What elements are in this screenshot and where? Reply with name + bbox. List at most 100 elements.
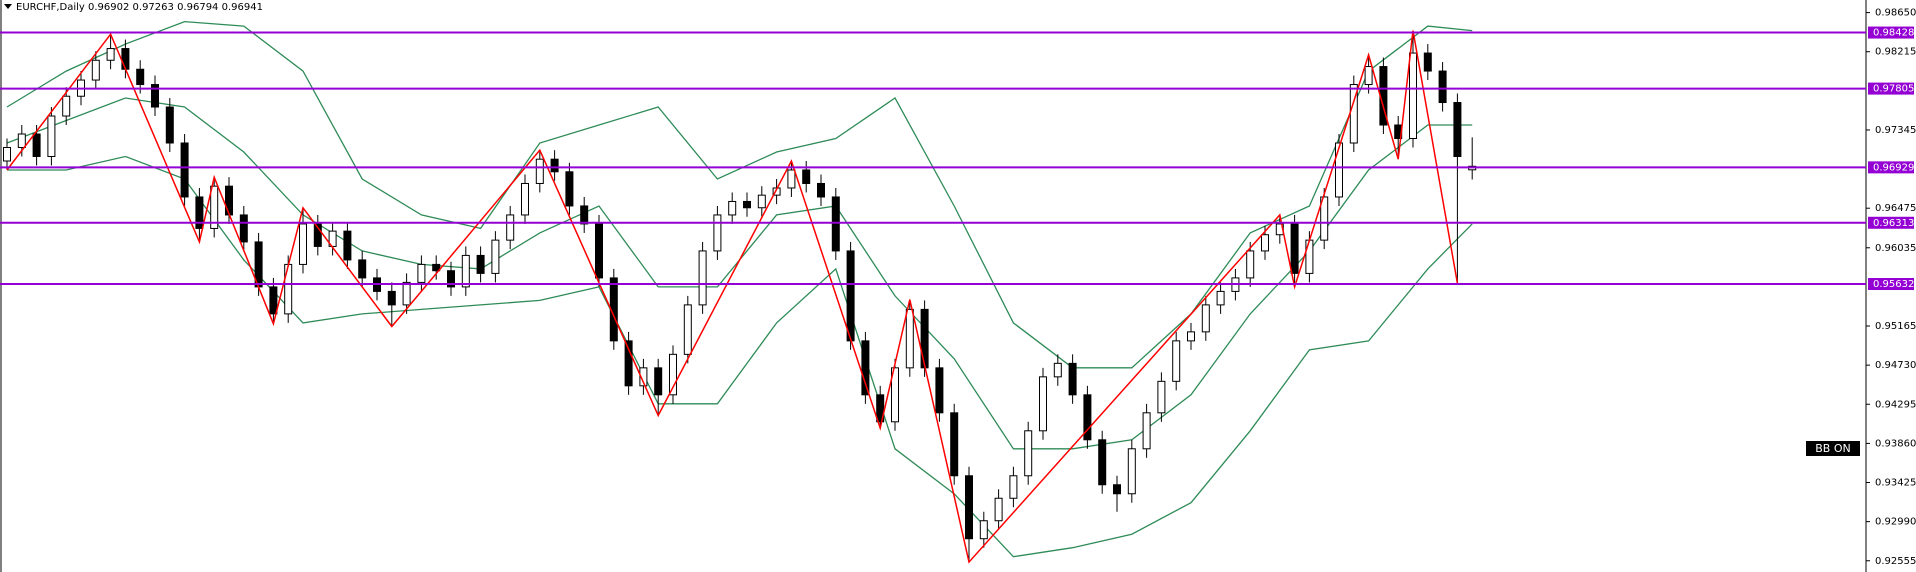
annotation-box xyxy=(1806,441,1860,456)
bollinger-middle xyxy=(6,97,1473,450)
candle-body xyxy=(17,133,26,148)
candle-body xyxy=(639,367,648,387)
candle-body xyxy=(239,214,248,243)
candle-body xyxy=(535,158,544,184)
candle-body xyxy=(1113,484,1121,495)
level-label: 0.96929 xyxy=(1873,162,1914,173)
candle-body xyxy=(624,340,633,387)
bollinger-lower xyxy=(7,155,1473,558)
candle-body xyxy=(743,200,751,209)
candle-body xyxy=(728,200,737,216)
candle-body xyxy=(994,497,1003,522)
y-tick-label: 0.94730 xyxy=(1875,360,1916,371)
candle-body xyxy=(1172,340,1181,382)
y-tick-label: 0.92555 xyxy=(1875,556,1916,567)
candle-body xyxy=(402,281,411,306)
y-tick-label: 0.97345 xyxy=(1875,125,1916,136)
candle-body xyxy=(417,263,426,283)
candle-body xyxy=(32,133,41,157)
candle-body xyxy=(47,115,56,157)
candle-body xyxy=(210,185,219,229)
candle-body xyxy=(595,223,603,279)
candle-body xyxy=(1127,448,1136,495)
zigzag xyxy=(6,30,1459,564)
candle-body xyxy=(3,146,11,162)
candle-body xyxy=(1364,66,1373,86)
y-tick-label: 0.96035 xyxy=(1875,243,1916,254)
candle-body xyxy=(654,367,663,396)
candle-body xyxy=(1216,290,1225,306)
candle-body xyxy=(1068,362,1077,396)
level-label: 0.97805 xyxy=(1873,84,1914,95)
candle-body xyxy=(698,250,707,306)
candle-body xyxy=(461,254,470,288)
candle-body xyxy=(802,169,811,184)
candle-body xyxy=(343,230,352,261)
candle-body xyxy=(950,412,959,477)
y-tick-label: 0.93860 xyxy=(1875,438,1916,449)
candle-body xyxy=(1305,239,1314,274)
candle-body xyxy=(165,106,174,144)
candle-body xyxy=(447,270,455,288)
candle-body xyxy=(195,196,204,229)
level-label-box xyxy=(1868,216,1914,229)
candle-body xyxy=(1201,304,1210,333)
candle-body xyxy=(476,254,485,274)
candle-body xyxy=(151,84,159,108)
candle-body xyxy=(565,171,574,207)
candle-body xyxy=(91,59,100,81)
candle-body xyxy=(1009,475,1018,499)
candle-body xyxy=(432,263,441,272)
candle-body xyxy=(965,475,973,540)
candle-body xyxy=(1438,70,1447,104)
candle-body xyxy=(269,286,278,315)
candle-body xyxy=(180,142,189,198)
candle-body xyxy=(1246,250,1255,279)
menu-icon[interactable] xyxy=(4,4,12,9)
candle-body xyxy=(757,194,766,209)
candle-body xyxy=(1320,196,1329,241)
y-tick-label: 0.93425 xyxy=(1875,478,1916,489)
candle-body xyxy=(920,308,929,369)
y-tick-label: 0.92990 xyxy=(1875,517,1916,528)
candle-body xyxy=(713,214,722,252)
y-tick-label: 0.98650 xyxy=(1875,8,1916,19)
y-tick-label: 0.96475 xyxy=(1875,203,1916,214)
candle-body xyxy=(284,263,293,315)
candle-body xyxy=(62,95,71,117)
candle-body xyxy=(876,394,885,423)
candle-body xyxy=(106,48,115,61)
candle-body xyxy=(1453,102,1462,157)
candle-body xyxy=(121,48,130,70)
candle-body xyxy=(313,223,322,247)
y-tick-label: 0.98215 xyxy=(1875,47,1916,58)
candle-body xyxy=(521,182,529,216)
level-label-box xyxy=(1868,278,1914,291)
level-label: 0.96313 xyxy=(1873,218,1914,229)
candle-body xyxy=(1335,142,1343,198)
candle-body xyxy=(1098,439,1107,486)
candle-body xyxy=(506,214,515,241)
candle-body xyxy=(1261,234,1269,252)
candle-body xyxy=(846,250,855,342)
candle-body xyxy=(1053,362,1062,378)
candle-body xyxy=(1039,376,1047,432)
candle-body xyxy=(683,304,692,355)
candle-body xyxy=(491,239,500,274)
candle-body xyxy=(1423,52,1432,72)
candle-body xyxy=(1024,430,1033,477)
candle-body xyxy=(387,290,396,306)
bollinger-upper xyxy=(6,20,1473,369)
candle-body xyxy=(861,340,870,396)
level-label-box xyxy=(1868,26,1914,39)
candle-body xyxy=(905,308,914,369)
candle-body xyxy=(1409,52,1417,140)
candle-body xyxy=(669,353,677,396)
candle-body xyxy=(979,520,988,540)
candle-body xyxy=(817,182,825,198)
candle-body xyxy=(225,185,233,216)
annotation: BB ON xyxy=(1815,442,1850,455)
candle-body xyxy=(136,68,145,86)
